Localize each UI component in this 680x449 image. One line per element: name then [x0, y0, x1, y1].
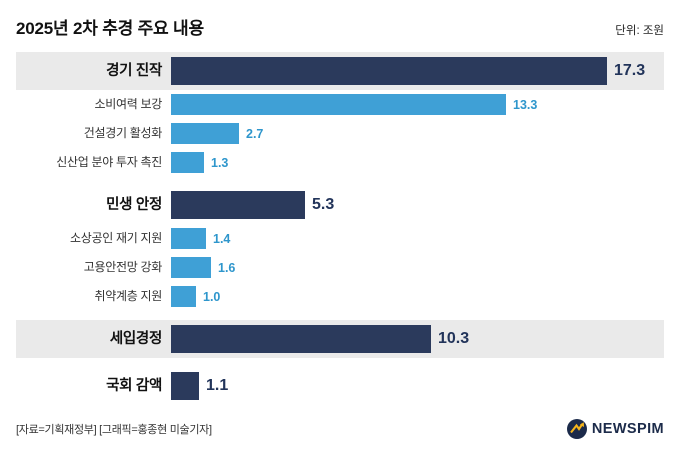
bar-label: 소비여력 보강 — [94, 96, 163, 111]
bar-value: 1.3 — [211, 155, 229, 170]
footer: [자료=기획재정부] [그래픽=홍종현 미술기자] NEWSPIM — [16, 419, 664, 439]
source-credit: [자료=기획재정부] [그래픽=홍종현 미술기자] — [16, 424, 212, 436]
bar-value: 10.3 — [438, 330, 470, 347]
bar-value: 1.4 — [213, 231, 231, 246]
bar — [171, 325, 431, 353]
bar-value: 13.3 — [513, 97, 538, 112]
bar — [171, 372, 199, 400]
chart-row: 민생 안정 5.3 — [16, 186, 664, 224]
bar — [171, 123, 239, 144]
chart-row: 세입경정 10.3 — [16, 320, 664, 358]
unit-label: 단위: 조원 — [615, 25, 664, 37]
bar-label: 민생 안정 — [106, 196, 162, 213]
bar-label: 세입경정 — [109, 330, 162, 347]
chart-row: 경기 진작 17.3 — [16, 52, 664, 90]
chart-row: 소비여력 보강 13.3 — [16, 90, 664, 119]
bar-label: 소상공인 재기 지원 — [70, 230, 162, 245]
bar-label: 경기 진작 — [106, 62, 162, 79]
bar-value: 2.7 — [246, 126, 264, 141]
brand-logo: NEWSPIM — [566, 419, 664, 439]
bar-value: 1.1 — [206, 377, 229, 394]
bar — [171, 57, 607, 85]
bar-label: 건설경기 활성화 — [83, 125, 163, 140]
chart-row: 소상공인 재기 지원 1.4 — [16, 224, 664, 253]
chart-row: 건설경기 활성화 2.7 — [16, 119, 664, 148]
bar — [171, 257, 211, 278]
page-title: 2025년 2차 추경 주요 내용 — [16, 19, 204, 38]
bar — [171, 152, 204, 173]
bar-value: 5.3 — [312, 196, 335, 213]
brand-name: NEWSPIM — [591, 421, 664, 437]
bar — [171, 191, 305, 219]
bar-value: 1.6 — [218, 260, 236, 275]
newspim-icon — [566, 419, 587, 439]
bar-chart: 경기 진작 17.3 소비여력 보강 13.3 건설경기 활성화 2.7 신산업 분야 투자… — [16, 52, 664, 405]
bar — [171, 228, 206, 249]
chart-row: 국회 감액 1.1 — [16, 367, 664, 405]
bar — [171, 286, 196, 307]
chart-row: 고용안전망 강화 1.6 — [16, 253, 664, 282]
bar-label: 고용안전망 강화 — [83, 259, 163, 274]
bar-value: 17.3 — [614, 62, 646, 79]
bar — [171, 94, 506, 115]
header: 2025년 2차 추경 주요 내용 단위: 조원 — [16, 14, 664, 39]
bar-label: 국회 감액 — [106, 377, 162, 394]
chart-row: 신산업 분야 투자 촉진 1.3 — [16, 148, 664, 177]
chart-row: 취약계층 지원 1.0 — [16, 282, 664, 311]
bar-label: 신산업 분야 투자 촉진 — [56, 154, 162, 169]
bar-label: 취약계층 지원 — [94, 288, 163, 303]
bar-value: 1.0 — [203, 289, 221, 304]
